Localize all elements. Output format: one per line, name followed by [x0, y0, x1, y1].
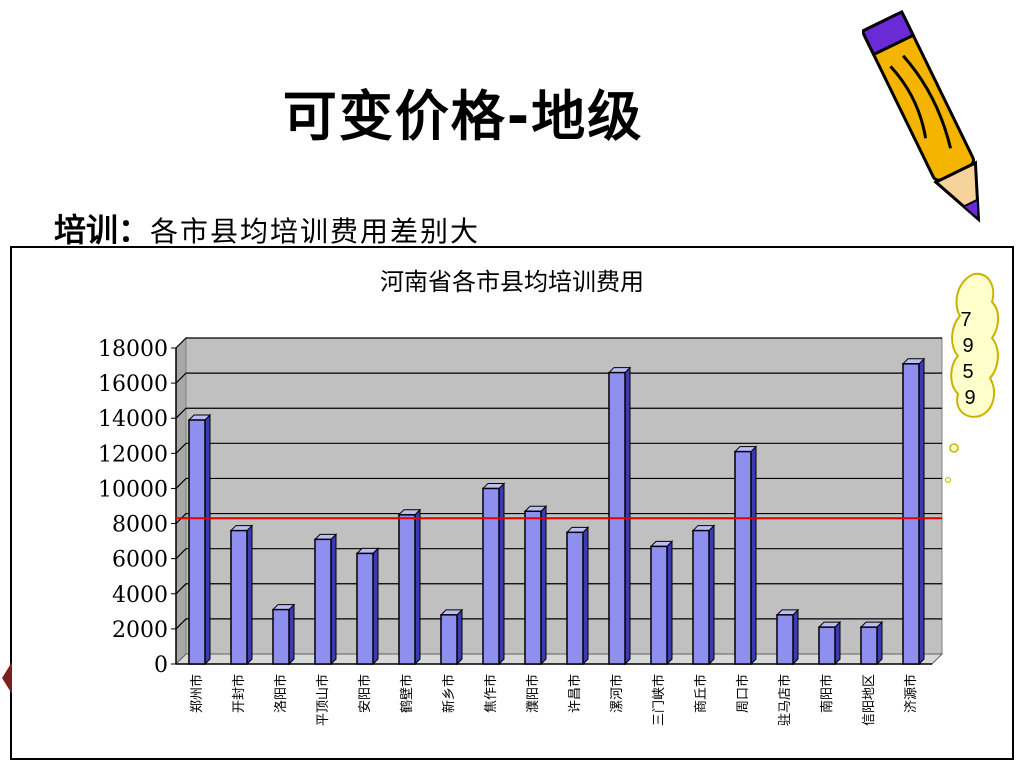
- callout-digit: 9: [962, 335, 973, 357]
- bar: [314, 538, 332, 665]
- slide-title: 可变价格-地级: [282, 85, 644, 148]
- x-tick-label: 漯河市: [609, 674, 625, 713]
- gridline: [175, 618, 942, 630]
- bar: [650, 545, 668, 665]
- bar: [524, 510, 542, 665]
- bar: [692, 529, 710, 665]
- gridline: [175, 407, 942, 419]
- x-tick-label: 信阳地区: [862, 674, 877, 726]
- gridline: [175, 548, 942, 560]
- bar: [818, 626, 836, 665]
- x-tick-label: 驻马店市: [777, 674, 793, 726]
- x-tick-label: 济源市: [903, 674, 919, 713]
- gridline: [175, 442, 942, 454]
- gridline: [175, 512, 942, 524]
- bar: [902, 363, 920, 665]
- bar: [482, 487, 500, 665]
- callout-cloud: 7 9 5 9: [945, 272, 999, 483]
- bar: [566, 531, 584, 665]
- y-tick-label: 8000: [112, 513, 168, 538]
- y-tick-label: 0: [154, 653, 168, 678]
- x-tick-label: 南阳市: [819, 674, 835, 713]
- bar: [356, 552, 374, 665]
- gridline: [175, 337, 942, 349]
- y-tick-label: 2000: [112, 618, 168, 643]
- gridline: [175, 583, 942, 595]
- slide-subtitle: 培训：各市县均培训费用差别大: [54, 205, 480, 251]
- x-tick-label: 洛阳市: [273, 674, 289, 713]
- x-tick-label: 郑州市: [189, 674, 205, 713]
- bar: [734, 450, 752, 665]
- gridline: [175, 477, 942, 489]
- pencil-icon: [862, 9, 981, 223]
- callout-digit: 7: [960, 309, 971, 331]
- plot-side-wall: [175, 336, 187, 666]
- bar: [398, 514, 416, 665]
- x-tick-label: 商丘市: [693, 674, 709, 713]
- y-tick-label: 14000: [98, 407, 168, 432]
- bar: [272, 608, 290, 665]
- x-tick-label: 周口市: [735, 674, 751, 713]
- x-tick-label: 濮阳市: [525, 674, 541, 713]
- subtitle-text: 各市县均培训费用差别大: [150, 215, 481, 248]
- bar: [860, 626, 878, 665]
- x-tick-label: 平顶山市: [315, 674, 331, 726]
- y-tick-label: 10000: [98, 477, 168, 502]
- y-tick-label: 6000: [112, 548, 168, 573]
- x-tick-label: 开封市: [231, 674, 247, 713]
- chart-frame: 河南省各市县均培训费用 0 2000 4000 6000 8000 10000 12000 1…: [10, 246, 1014, 760]
- callout-digit: 5: [962, 361, 973, 383]
- y-tick-label: 4000: [112, 583, 168, 608]
- corner-arrow-icon: [2, 662, 12, 694]
- bar: [188, 419, 206, 665]
- gridline: [175, 372, 942, 384]
- y-tick-label: 18000: [98, 337, 168, 362]
- x-tick-label: 焦作市: [483, 674, 499, 713]
- y-tick-label: 16000: [98, 372, 168, 397]
- x-tick-label: 鹤壁市: [399, 674, 415, 713]
- x-tick-label: 新乡市: [441, 674, 457, 713]
- bar-chart: 河南省各市县均培训费用 0 2000 4000 6000 8000 10000 12000 1…: [98, 268, 944, 726]
- bar: [230, 529, 248, 665]
- bar: [440, 614, 458, 665]
- x-tick-label: 安阳市: [357, 674, 373, 713]
- callout-digit: 9: [964, 387, 975, 409]
- subtitle-label: 培训：: [54, 211, 151, 249]
- x-tick-label: 许昌市: [567, 674, 583, 713]
- bar: [776, 614, 794, 665]
- chart-title: 河南省各市县均培训费用: [380, 268, 644, 296]
- y-tick-label: 12000: [98, 442, 168, 467]
- x-tick-label: 三门峡市: [651, 674, 667, 726]
